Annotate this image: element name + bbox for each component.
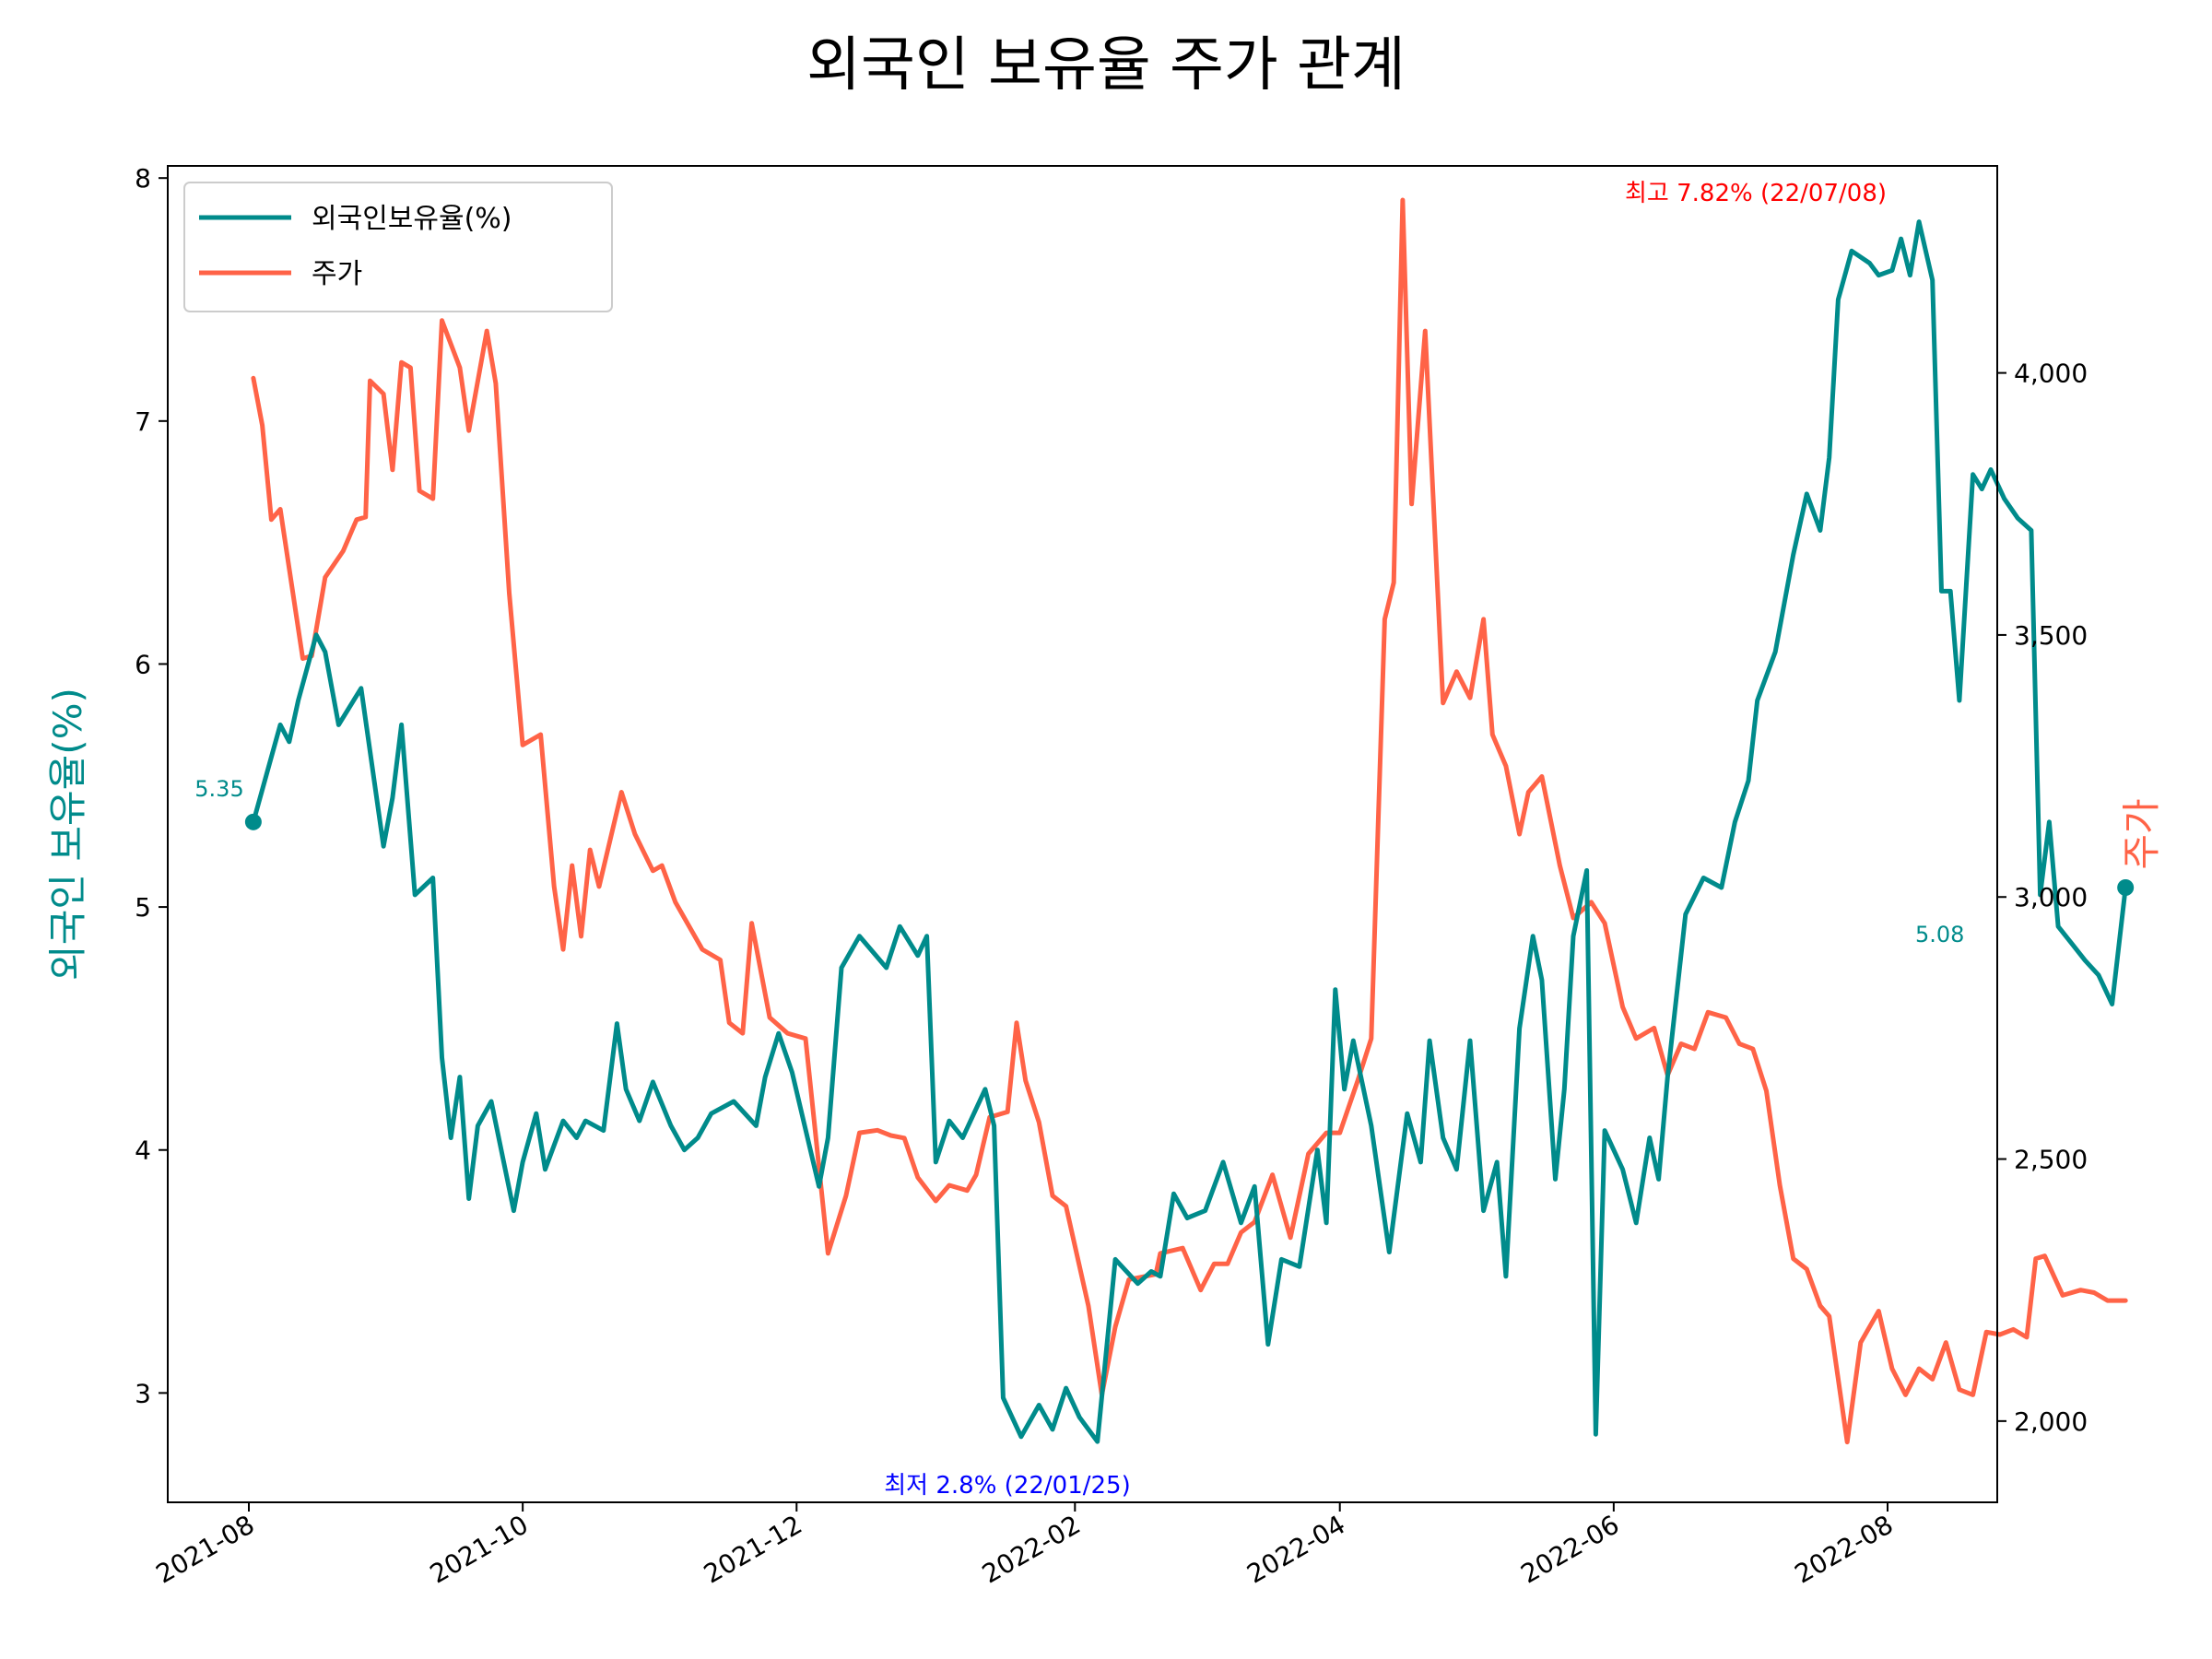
legend-label-ownership: 외국인보유율(%) bbox=[312, 203, 512, 235]
start-point-marker bbox=[244, 813, 262, 830]
plot-frame bbox=[167, 165, 1998, 1503]
right-y-tick-label: 2,500 bbox=[2014, 1145, 2088, 1175]
left-y-tick-label: 8 bbox=[135, 163, 151, 194]
x-axis: 2021-08 2021-10 2021-12 2022-02 2022-04 2022-… bbox=[151, 1502, 1899, 1590]
chart-title: 외국인 보유율 주가 관계 bbox=[806, 31, 1406, 100]
ownership-series-line bbox=[251, 219, 2128, 1444]
end-value-label: 5.08 bbox=[1915, 922, 1964, 947]
min-annotation: 최저 2.8% (22/01/25) bbox=[884, 1472, 1130, 1500]
left-y-tick-label: 7 bbox=[135, 406, 151, 437]
x-tick-label: 2022-06 bbox=[1516, 1509, 1625, 1589]
x-tick-label: 2021-08 bbox=[151, 1509, 260, 1589]
left-y-tick-label: 4 bbox=[135, 1135, 151, 1166]
legend-label-price: 주가 bbox=[312, 258, 362, 290]
left-y-tick-label: 6 bbox=[135, 649, 151, 679]
start-value-label: 5.35 bbox=[194, 776, 243, 802]
right-y-tick-label: 2,000 bbox=[2014, 1406, 2088, 1437]
right-y-tick-label: 3,500 bbox=[2014, 620, 2088, 651]
left-y-axis-label: 외국인 보유율(%) bbox=[45, 688, 90, 981]
legend-box bbox=[183, 182, 613, 312]
max-annotation: 최고 7.82% (22/07/08) bbox=[1625, 180, 1887, 207]
right-y-axis: 2,000 2,500 3,000 3,500 4,000 bbox=[1997, 359, 2088, 1437]
right-y-tick-label: 4,000 bbox=[2014, 359, 2088, 389]
left-y-tick-label: 5 bbox=[135, 892, 151, 923]
end-point-marker bbox=[2117, 879, 2135, 896]
right-y-tick-label: 3,000 bbox=[2014, 882, 2088, 912]
right-y-axis-label: 주가 bbox=[2119, 798, 2164, 869]
legend: 외국인보유율(%) 주가 bbox=[183, 182, 613, 312]
left-y-tick-label: 3 bbox=[135, 1378, 151, 1408]
price-series-line bbox=[251, 197, 2128, 1445]
x-tick-label: 2021-10 bbox=[425, 1509, 534, 1589]
x-tick-label: 2022-08 bbox=[1790, 1509, 1899, 1589]
left-y-axis: 3 4 5 6 7 8 bbox=[135, 163, 168, 1408]
series-layer bbox=[244, 197, 2135, 1445]
x-tick-label: 2021-12 bbox=[699, 1509, 807, 1589]
x-tick-label: 2022-04 bbox=[1241, 1509, 1350, 1589]
x-tick-label: 2022-02 bbox=[977, 1509, 1086, 1589]
